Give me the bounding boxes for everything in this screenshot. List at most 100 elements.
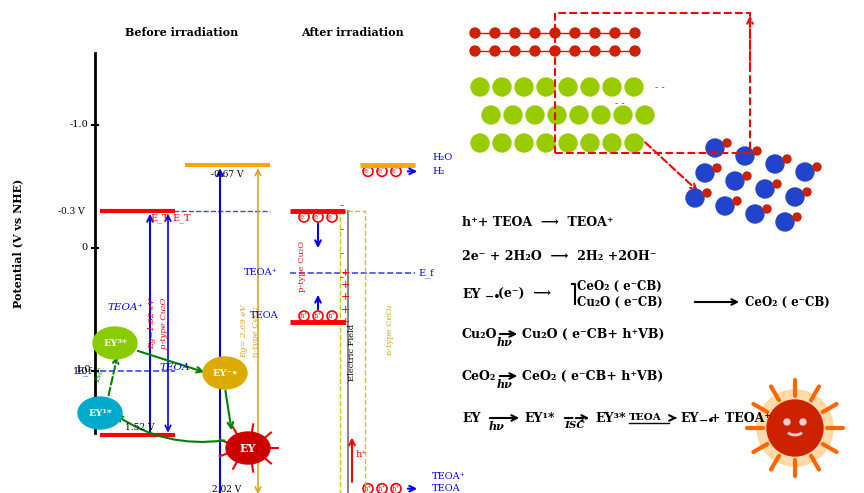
Text: h⁺: h⁺ [328,312,336,320]
Text: h⁺: h⁺ [392,485,400,493]
Circle shape [510,28,520,38]
Circle shape [482,106,500,124]
Text: h⁺: h⁺ [356,450,367,459]
Text: −•: −• [699,416,715,426]
Text: hν: hν [489,421,505,431]
Circle shape [773,180,781,188]
Text: E_T: E_T [150,213,169,223]
Circle shape [559,78,577,96]
Circle shape [736,147,754,165]
Text: ISC: ISC [93,366,106,384]
Text: CeO₂ ( e⁻CB): CeO₂ ( e⁻CB) [577,280,662,292]
Ellipse shape [226,432,270,464]
Circle shape [746,205,764,223]
Circle shape [610,28,620,38]
Text: h⁺: h⁺ [364,485,372,493]
Text: Eg=1.82 eV: Eg=1.82 eV [148,298,156,349]
Circle shape [726,172,744,190]
Text: E_T: E_T [172,213,191,223]
Text: - -: - - [655,83,664,93]
Text: -0.3 V: -0.3 V [59,207,85,215]
Text: TEOA⁺: TEOA⁺ [107,304,143,313]
Text: hν: hν [497,379,513,389]
Text: 2e⁻ + 2H₂O  ⟶  2H₂ +2OH⁻: 2e⁻ + 2H₂O ⟶ 2H₂ +2OH⁻ [462,249,657,262]
Text: Eg= 2.69 eV: Eg= 2.69 eV [240,305,248,358]
Circle shape [550,46,560,56]
Text: Cu₂O ( e⁻CB): Cu₂O ( e⁻CB) [577,295,663,309]
Circle shape [723,139,731,147]
Circle shape [490,46,500,56]
Text: n-type CeO₂: n-type CeO₂ [252,306,260,357]
Circle shape [757,390,833,466]
Bar [340,211,365,493]
Circle shape [793,213,801,221]
Circle shape [470,28,480,38]
Circle shape [550,28,560,38]
Ellipse shape [203,357,247,389]
Text: 1.52 V: 1.52 V [125,423,155,432]
Text: -0.67 V: -0.67 V [211,170,244,179]
Text: -: - [340,200,344,212]
Text: e⁻: e⁻ [364,167,372,176]
Text: hν: hν [497,337,513,348]
Text: EY³*: EY³* [103,339,127,348]
Circle shape [510,46,520,56]
Text: 0: 0 [82,244,88,252]
Circle shape [803,188,811,196]
Text: E_f: E_f [76,366,92,376]
Circle shape [504,106,522,124]
Circle shape [763,205,771,213]
Text: +: + [340,292,350,302]
Circle shape [743,172,751,180]
Circle shape [570,46,580,56]
Circle shape [696,164,714,182]
Circle shape [706,139,724,157]
Text: H₂O: H₂O [432,153,452,162]
Circle shape [625,78,643,96]
Text: TEOA⁺: TEOA⁺ [245,268,278,277]
Text: EY: EY [680,412,698,424]
Text: p-type Cu₂O: p-type Cu₂O [160,298,168,349]
Text: EY¹*: EY¹* [88,409,111,418]
Text: h⁺+ TEOA  ⟶  TEOA⁺: h⁺+ TEOA ⟶ TEOA⁺ [462,216,613,230]
Text: EY: EY [462,412,480,424]
Circle shape [756,180,774,198]
Text: +: + [340,268,350,278]
Text: h⁺: h⁺ [314,312,322,320]
Circle shape [548,106,566,124]
Text: e⁻: e⁻ [328,213,336,221]
Circle shape [783,155,791,163]
Circle shape [767,400,823,456]
Text: H₂: H₂ [432,167,444,176]
Ellipse shape [78,397,122,429]
Text: E_f: E_f [418,268,434,278]
Circle shape [784,419,790,425]
Circle shape [776,213,794,231]
Text: n-type CeO₂: n-type CeO₂ [386,305,394,355]
Circle shape [537,78,555,96]
Bar [555,13,750,153]
Text: -1.0: -1.0 [69,120,88,129]
Circle shape [471,134,489,152]
Circle shape [766,155,784,173]
Circle shape [590,28,600,38]
Text: After irradiation: After irradiation [301,28,403,38]
Text: 1.0: 1.0 [75,365,91,374]
Circle shape [530,46,540,56]
Circle shape [610,46,620,56]
Text: (e⁻)  ⟶: (e⁻) ⟶ [498,287,551,301]
Text: Before irradiation: Before irradiation [125,28,238,38]
Text: -: - [340,271,344,284]
Text: ISC: ISC [565,422,585,430]
Circle shape [733,197,741,205]
Circle shape [493,78,511,96]
Text: Potential (V vs NHE): Potential (V vs NHE) [12,178,23,308]
Text: 2.02 V: 2.02 V [213,485,242,493]
Circle shape [716,197,734,215]
Text: + TEOA⁺: + TEOA⁺ [710,412,771,424]
Circle shape [796,163,814,181]
Circle shape [713,164,721,172]
Ellipse shape [93,327,137,359]
Text: e⁻: e⁻ [314,213,322,221]
Text: +: + [340,305,350,315]
